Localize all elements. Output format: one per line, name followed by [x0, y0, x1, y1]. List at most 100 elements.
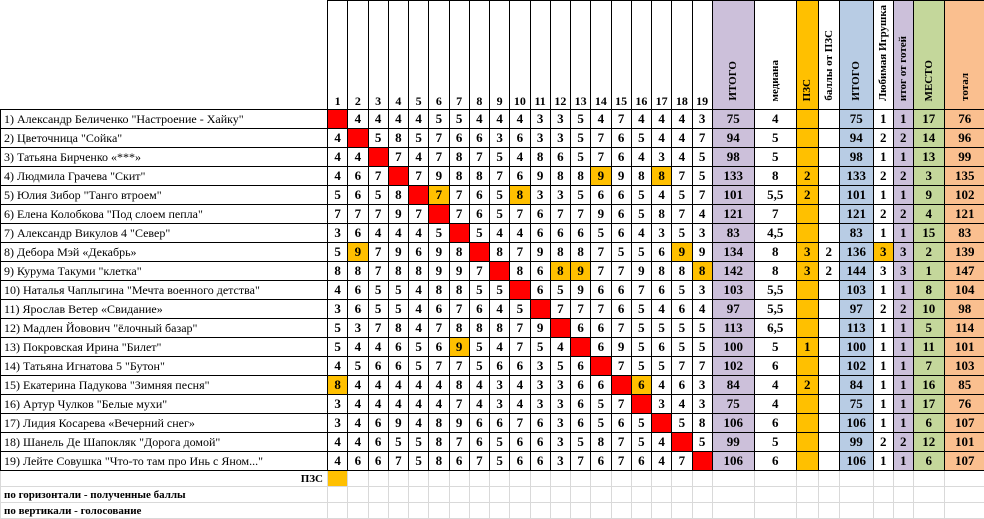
total-cell[interactable]: 83: [944, 224, 984, 243]
self-vote-cell[interactable]: [530, 300, 550, 319]
empty-cell[interactable]: [754, 487, 796, 503]
score-cell[interactable]: 6: [510, 167, 530, 186]
empty-cell[interactable]: [490, 503, 510, 519]
median-cell[interactable]: 8: [754, 262, 796, 281]
score-cell[interactable]: 3: [328, 224, 348, 243]
fav-cell[interactable]: 2: [873, 129, 893, 148]
score-cell[interactable]: 6: [510, 452, 530, 471]
score-cell[interactable]: 9: [429, 262, 449, 281]
score-cell[interactable]: 3: [490, 395, 510, 414]
empty-cell[interactable]: [692, 471, 712, 487]
empty-cell[interactable]: [429, 471, 449, 487]
score-cell[interactable]: 6: [550, 148, 570, 167]
score-cell[interactable]: 4: [672, 148, 692, 167]
score-cell[interactable]: 4: [409, 300, 429, 319]
score-cell[interactable]: 4: [409, 110, 429, 129]
score-cell[interactable]: 6: [429, 300, 449, 319]
itogo2-cell[interactable]: 103: [839, 281, 873, 300]
total-cell[interactable]: 121: [944, 205, 984, 224]
score-cell[interactable]: 4: [429, 376, 449, 395]
score-cell[interactable]: 4: [328, 452, 348, 471]
score-cell[interactable]: 9: [388, 243, 408, 262]
score-cell[interactable]: 6: [348, 281, 368, 300]
self-vote-cell[interactable]: [550, 319, 570, 338]
place-cell[interactable]: 6: [913, 452, 944, 471]
self-vote-cell[interactable]: [368, 148, 388, 167]
score-cell[interactable]: 5: [672, 338, 692, 357]
place-cell[interactable]: 13: [913, 148, 944, 167]
empty-cell[interactable]: [469, 503, 489, 519]
score-cell[interactable]: 3: [530, 357, 550, 376]
itogo-cell[interactable]: 106: [712, 452, 754, 471]
place-cell[interactable]: 9: [913, 186, 944, 205]
place-cell[interactable]: 4: [913, 205, 944, 224]
self-vote-cell[interactable]: [409, 186, 429, 205]
itogo2-cell[interactable]: 133: [839, 167, 873, 186]
score-cell[interactable]: 5: [368, 281, 388, 300]
score-cell[interactable]: 6: [368, 433, 388, 452]
self-vote-cell[interactable]: [611, 376, 631, 395]
score-cell[interactable]: 5: [328, 243, 348, 262]
score-cell[interactable]: 3: [530, 186, 550, 205]
empty-cell[interactable]: [469, 471, 489, 487]
itogo2-cell[interactable]: 101: [839, 186, 873, 205]
score-cell[interactable]: 7: [328, 205, 348, 224]
score-cell[interactable]: 4: [368, 395, 388, 414]
fav-cell[interactable]: 2: [873, 205, 893, 224]
score-cell[interactable]: 4: [652, 376, 672, 395]
score-cell[interactable]: 4: [692, 300, 712, 319]
pzs-points-cell[interactable]: [818, 300, 839, 319]
empty-cell[interactable]: [571, 503, 591, 519]
score-cell[interactable]: 5: [348, 357, 368, 376]
fav-total-cell[interactable]: 1: [893, 224, 913, 243]
score-cell[interactable]: 8: [388, 319, 408, 338]
score-cell[interactable]: 5: [388, 300, 408, 319]
score-cell[interactable]: 6: [571, 224, 591, 243]
score-cell[interactable]: 4: [550, 338, 570, 357]
empty-cell[interactable]: [652, 487, 672, 503]
total-cell[interactable]: 102: [944, 186, 984, 205]
pzs-cell[interactable]: [796, 433, 818, 452]
participant-name[interactable]: 6) Елена Колобкова "Под слоем пепла": [1, 205, 328, 224]
score-cell[interactable]: 6: [571, 376, 591, 395]
empty-cell[interactable]: [944, 487, 984, 503]
empty-cell[interactable]: [449, 503, 469, 519]
empty-cell[interactable]: [490, 471, 510, 487]
itogo2-cell[interactable]: 144: [839, 262, 873, 281]
score-cell[interactable]: 4: [348, 148, 368, 167]
place-cell[interactable]: 7: [913, 357, 944, 376]
score-cell[interactable]: 6: [611, 148, 631, 167]
score-cell[interactable]: 5: [409, 433, 429, 452]
empty-cell[interactable]: [328, 487, 348, 503]
score-cell[interactable]: 5: [490, 433, 510, 452]
empty-cell[interactable]: [328, 503, 348, 519]
score-cell[interactable]: 8: [449, 281, 469, 300]
fav-cell[interactable]: 3: [873, 262, 893, 281]
score-cell[interactable]: 3: [348, 319, 368, 338]
score-cell[interactable]: 6: [672, 376, 692, 395]
score-cell[interactable]: 6: [611, 205, 631, 224]
score-cell[interactable]: 5: [328, 338, 348, 357]
pzs-points-cell[interactable]: [818, 319, 839, 338]
itogo2-cell[interactable]: 113: [839, 319, 873, 338]
fav-cell[interactable]: 1: [873, 414, 893, 433]
pzs-cell[interactable]: 3: [796, 262, 818, 281]
itogo2-cell[interactable]: 83: [839, 224, 873, 243]
score-cell[interactable]: 7: [368, 262, 388, 281]
pzs-cell[interactable]: [796, 319, 818, 338]
itogo2-cell[interactable]: 97: [839, 300, 873, 319]
score-cell[interactable]: 8: [328, 262, 348, 281]
place-cell[interactable]: 6: [913, 414, 944, 433]
score-cell[interactable]: 7: [571, 452, 591, 471]
self-vote-cell[interactable]: [571, 338, 591, 357]
median-cell[interactable]: 4: [754, 395, 796, 414]
score-cell[interactable]: 5: [631, 433, 651, 452]
score-cell[interactable]: 3: [490, 129, 510, 148]
score-cell[interactable]: 7: [510, 338, 530, 357]
score-cell[interactable]: 6: [571, 414, 591, 433]
score-cell[interactable]: 8: [490, 319, 510, 338]
empty-cell[interactable]: [409, 471, 429, 487]
pzs-cell[interactable]: [796, 357, 818, 376]
score-cell[interactable]: 9: [591, 167, 611, 186]
fav-cell[interactable]: 1: [873, 376, 893, 395]
